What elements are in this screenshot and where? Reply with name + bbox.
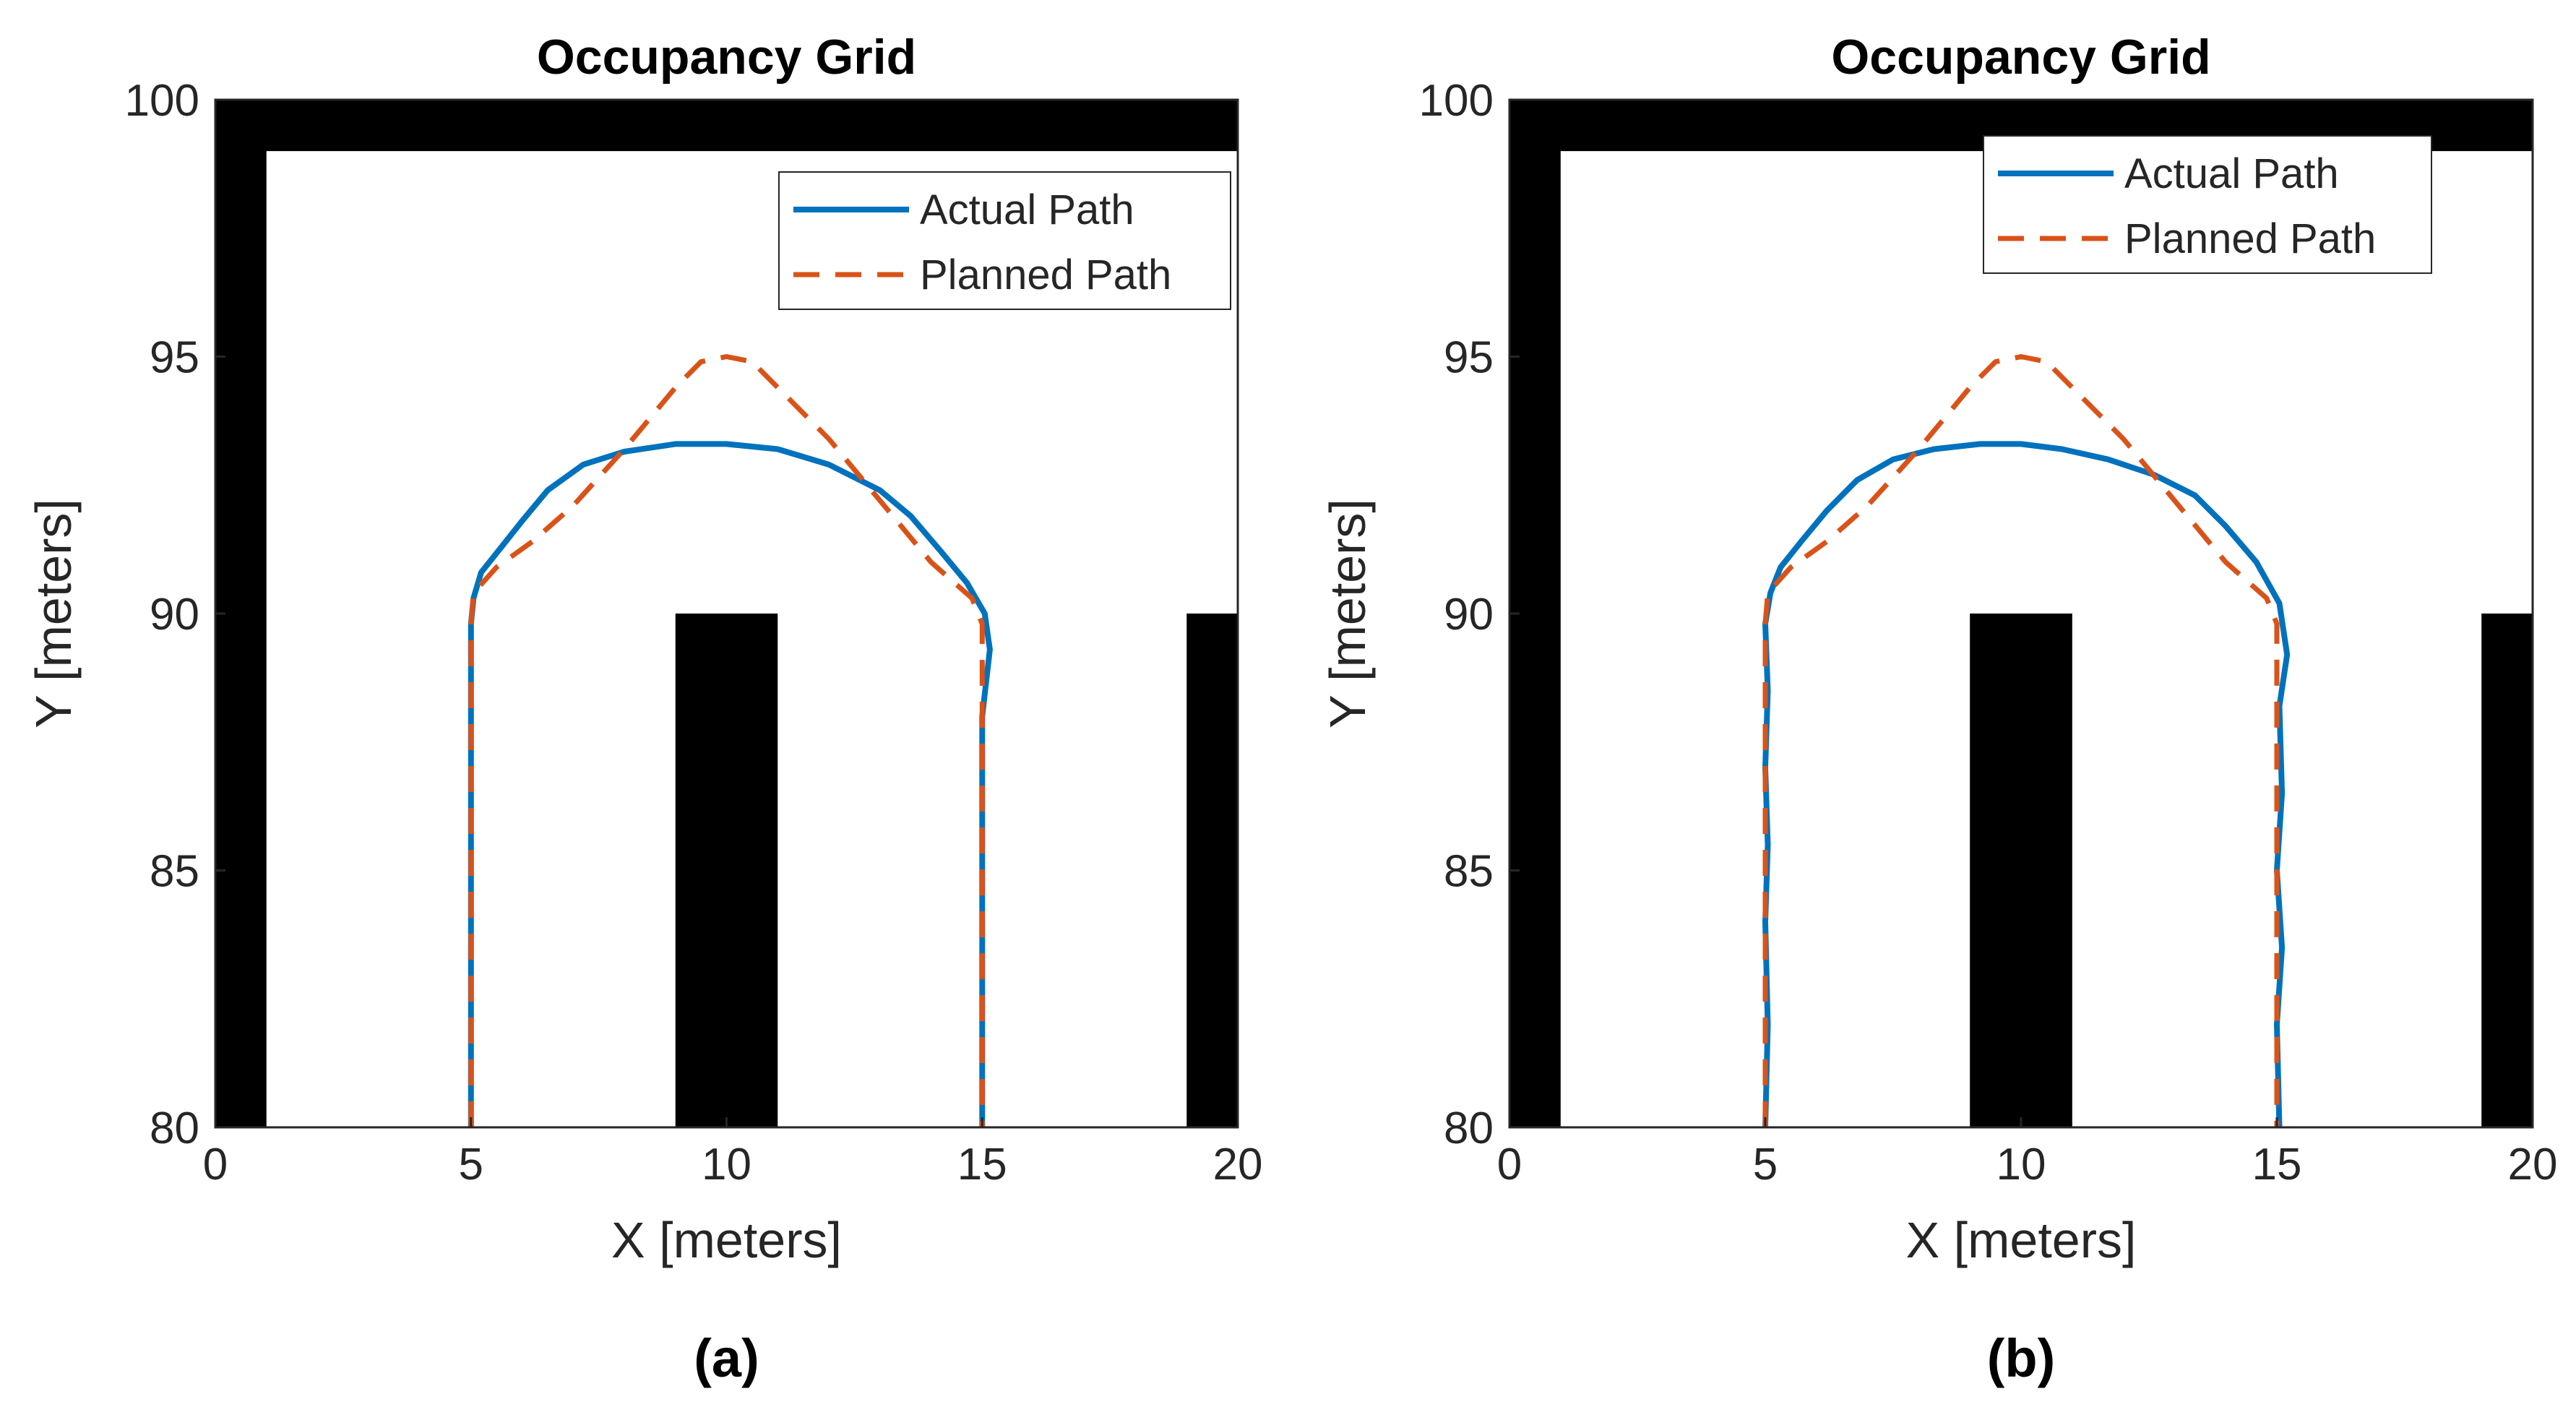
chart-title: Occupancy Grid — [537, 30, 916, 85]
legend-entry: Actual Path — [920, 186, 1134, 233]
obstacle-top-wall — [215, 100, 1238, 152]
obstacle-right-block — [2481, 614, 2533, 1127]
y-tick-label: 80 — [150, 1103, 199, 1153]
legend-entry: Planned Path — [920, 251, 1171, 298]
x-tick-label: 10 — [1996, 1140, 2046, 1189]
legend-entry: Planned Path — [2124, 215, 2376, 262]
y-axis-label: Y [meters] — [25, 499, 82, 728]
chart-panel-b: 0 5 10 15 20 80 85 90 95 100 Occupancy Grid X [mete… — [1319, 30, 2557, 1388]
x-tick-label: 5 — [1753, 1140, 1778, 1189]
x-tick-label: 0 — [1497, 1140, 1522, 1189]
legend-box — [778, 171, 1231, 310]
panel-caption: (b) — [1987, 1328, 2056, 1388]
x-tick-label: 20 — [2508, 1140, 2558, 1189]
obstacle-right-block — [1186, 614, 1238, 1127]
obstacle-center-block — [675, 614, 778, 1127]
x-tick-label: 5 — [459, 1140, 483, 1189]
chart-panel-a: 0 5 10 15 20 80 85 90 95 100 Occupancy Grid X [mete… — [25, 30, 1262, 1388]
legend-entry: Actual Path — [2124, 150, 2339, 197]
y-tick-label: 90 — [150, 590, 199, 640]
obstacle-center-block — [1970, 614, 2072, 1127]
y-tick-label: 90 — [1444, 590, 1494, 640]
legend: Actual Path Planned Path — [1983, 135, 2432, 274]
x-tick-label: 10 — [702, 1140, 751, 1189]
x-tick-label: 15 — [957, 1140, 1007, 1189]
series-line-planned-path — [1762, 354, 2280, 1127]
series-line-actual-path — [468, 441, 993, 1127]
y-axis-label: Y [meters] — [1319, 499, 1376, 728]
legend: Actual Path Planned Path — [778, 171, 1231, 310]
y-tick-label: 85 — [150, 847, 199, 897]
y-tick-label: 100 — [1419, 76, 1494, 126]
series-line-planned-path — [468, 354, 985, 1127]
x-tick-label: 20 — [1213, 1140, 1263, 1189]
y-tick-label: 95 — [1444, 333, 1494, 383]
y-tick-label: 95 — [150, 333, 199, 383]
legend-box — [1983, 135, 2432, 274]
panel-caption: (a) — [694, 1328, 759, 1388]
x-tick-label: 0 — [203, 1140, 228, 1189]
y-tick-label: 100 — [125, 76, 199, 126]
x-axis-label: X [meters] — [1906, 1212, 2137, 1268]
y-tick-label: 80 — [1444, 1103, 1494, 1153]
chart-title: Occupancy Grid — [1831, 30, 2210, 85]
y-tick-label: 85 — [1444, 847, 1494, 897]
x-tick-label: 15 — [2252, 1140, 2302, 1189]
x-axis-label: X [meters] — [611, 1212, 842, 1268]
